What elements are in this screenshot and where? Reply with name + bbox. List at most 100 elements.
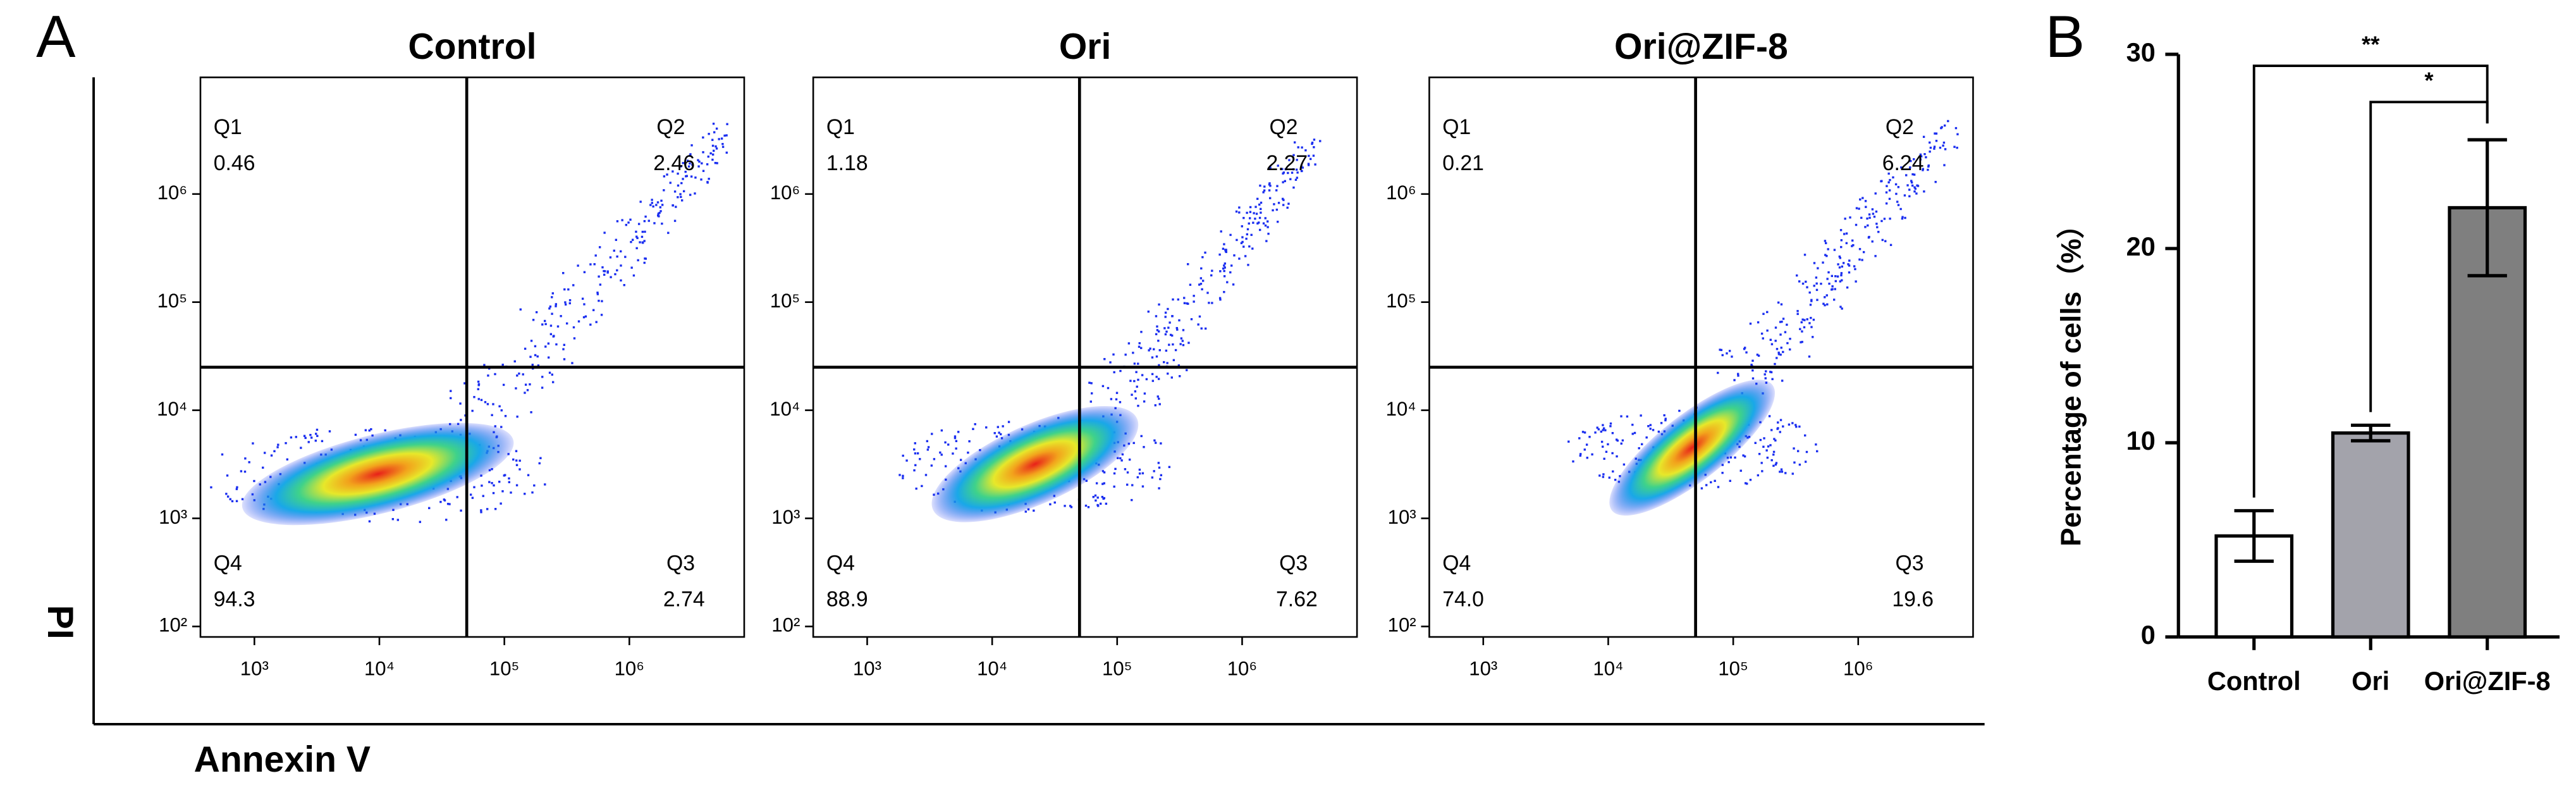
event-dot [1786, 323, 1788, 326]
plot-frame [199, 76, 745, 638]
event-dot [1252, 221, 1254, 224]
event-dot [902, 477, 904, 479]
event-dot [993, 432, 996, 435]
event-dot [1119, 457, 1122, 460]
event-dot [613, 249, 615, 252]
event-dot [641, 241, 644, 244]
event-dot [563, 288, 566, 291]
quadrant-name: Q1 [214, 115, 242, 139]
event-dot [656, 201, 659, 204]
event-dot [1033, 509, 1035, 512]
event-dot [494, 425, 496, 428]
event-dot [1264, 224, 1267, 227]
event-dot [1240, 242, 1243, 245]
event-dot [1871, 240, 1874, 243]
event-dot [1223, 290, 1225, 293]
event-dot [1808, 322, 1811, 324]
event-dot [1831, 288, 1833, 291]
event-dot [627, 221, 630, 224]
event-dot [1864, 200, 1867, 202]
event-dot [1910, 159, 1912, 163]
event-dot [1313, 139, 1316, 141]
event-dot [1631, 423, 1634, 426]
event-dot [1164, 311, 1167, 314]
event-dot [1885, 202, 1888, 205]
event-dot [1824, 254, 1827, 256]
event-dot [1868, 213, 1871, 216]
event-dot [947, 443, 950, 446]
event-dot [1198, 283, 1201, 286]
panel-label: B [2045, 3, 2085, 70]
event-dot [1277, 220, 1279, 223]
event-dot [669, 182, 672, 184]
event-dot [531, 491, 534, 494]
event-dot [1839, 257, 1842, 259]
event-dot [459, 402, 462, 405]
panel-label: A [36, 3, 76, 70]
density-cloud [931, 405, 1139, 522]
event-dot [1248, 222, 1250, 225]
event-dot [643, 219, 646, 223]
event-dot [486, 403, 489, 405]
event-dot [1844, 218, 1846, 220]
event-dot [1277, 164, 1279, 167]
quadrant-name: Q3 [666, 551, 695, 575]
event-dot [1149, 347, 1151, 350]
event-dot [577, 320, 580, 323]
event-dot [610, 276, 612, 278]
event-dot [1095, 499, 1097, 502]
event-dot [1220, 230, 1222, 233]
event-dot [1113, 485, 1115, 488]
event-dot [493, 484, 495, 487]
event-dot [1793, 461, 1796, 464]
event-dot [1657, 430, 1660, 433]
event-dot [711, 153, 715, 156]
event-dot [522, 373, 524, 376]
event-dot [603, 231, 606, 234]
event-dot [571, 362, 573, 364]
event-dot [1598, 474, 1601, 477]
event-dot [1788, 423, 1791, 426]
event-dot [544, 483, 546, 486]
event-dot [1155, 333, 1158, 336]
event-dot [549, 306, 552, 308]
event-dot [1841, 307, 1843, 310]
event-dot [1779, 333, 1782, 336]
event-dot [1803, 319, 1806, 321]
event-dot [1742, 454, 1745, 457]
event-dot [1779, 354, 1782, 356]
event-dot [1737, 374, 1739, 377]
event-dot [1825, 242, 1827, 245]
event-dot [1293, 141, 1296, 144]
event-dot [1103, 358, 1106, 361]
panel-title: Control [408, 27, 536, 67]
event-dot [1839, 229, 1843, 231]
event-dot [1900, 166, 1903, 169]
event-dot [307, 441, 310, 443]
event-dot [1858, 248, 1861, 250]
event-dot [1801, 318, 1804, 321]
event-dot [1749, 323, 1752, 325]
event-dot [1223, 269, 1225, 273]
event-dot [1769, 338, 1772, 341]
event-dot [391, 518, 395, 521]
event-dot [1883, 218, 1886, 220]
event-dot [1140, 435, 1143, 438]
event-dot [1182, 343, 1185, 347]
event-dot [1887, 181, 1890, 184]
event-dot [532, 319, 535, 321]
event-dot [1258, 216, 1261, 219]
event-dot [556, 325, 560, 328]
event-dot [725, 134, 728, 137]
event-dot [1779, 431, 1781, 433]
event-dot [1312, 154, 1315, 157]
event-dot [1772, 450, 1776, 454]
event-dot [1781, 380, 1784, 382]
event-dot [1110, 398, 1113, 400]
event-dot [494, 508, 497, 510]
event-dot [1109, 361, 1112, 364]
event-dot [1875, 210, 1878, 213]
event-dot [448, 503, 451, 505]
event-dot [1776, 357, 1778, 359]
event-dot [450, 397, 452, 400]
